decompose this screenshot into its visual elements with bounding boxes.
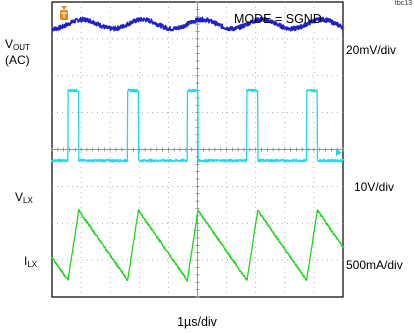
ilx-label: ILX xyxy=(24,255,37,271)
figure-tag: tbc13 xyxy=(394,0,412,7)
series-trace-lx xyxy=(51,208,344,282)
trigger-marker-pointer xyxy=(61,6,68,10)
series-trace-lx xyxy=(51,88,344,163)
vout-label: VOUT (AC) xyxy=(5,38,30,67)
vlx-label-main: V xyxy=(15,190,24,204)
trigger-T-marker-icon xyxy=(60,6,69,20)
vlx-label-sub: LX xyxy=(23,196,33,205)
series-trace-out xyxy=(51,16,344,32)
vlx-scale-label: 10V/div xyxy=(354,180,395,194)
ilx-scale-label: 500mA/div xyxy=(346,258,403,272)
trigger-level-arrow-icon xyxy=(336,149,342,156)
traces xyxy=(51,16,344,282)
vlx-label: VLX xyxy=(15,191,33,207)
ilx-label-sub: LX xyxy=(27,260,38,269)
mode-label: MODE = SGND xyxy=(234,12,322,26)
vout-label-main: V xyxy=(5,37,14,51)
ilx-label-main: I xyxy=(24,254,28,268)
markers xyxy=(60,6,342,156)
x-axis-label: 1µs/div xyxy=(177,315,218,329)
vout-label-extra: (AC) xyxy=(5,53,30,67)
vout-scale-label: 20mV/div xyxy=(346,43,397,57)
vout-label-sub: OUT xyxy=(13,43,30,52)
